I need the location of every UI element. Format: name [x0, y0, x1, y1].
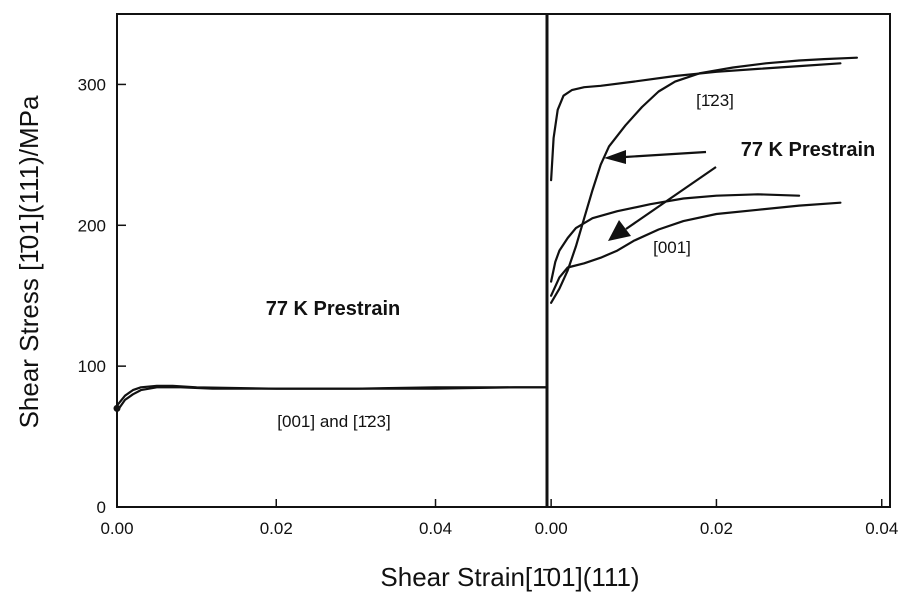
series-line-panel2-3: [550, 193, 801, 283]
series-line-panel1-1: [115, 386, 549, 413]
plot-frame: [116, 13, 891, 508]
series-line-panel2-1: [550, 62, 842, 182]
x-tick-label: 0.02: [260, 519, 293, 538]
arrow-head-upper: [604, 150, 626, 164]
curves: [113, 56, 858, 413]
annotation-arrows: [604, 150, 717, 241]
y-tick-label: 200: [78, 216, 106, 235]
series-line-panel1-2: [115, 384, 549, 407]
x-tick-label: 0.00: [100, 519, 133, 538]
arrow-shaft-lower: [625, 166, 717, 230]
arrow-head-lower: [608, 220, 631, 241]
arrow-shaft-upper: [624, 150, 707, 159]
x-axis-ticks: 0.00 0.02 0.04 0.00 0.02 0.04: [100, 499, 898, 538]
x-tick-label: 0.00: [535, 519, 568, 538]
x-tick-label: 0.04: [419, 519, 452, 538]
y-tick-label: 0: [97, 498, 106, 517]
series-line-panel2-2: [550, 56, 858, 304]
series-line-panel2-4: [550, 201, 842, 297]
x-axis-title: Shear Strain[1̄01](111): [380, 562, 639, 592]
y-tick-label: 100: [78, 357, 106, 376]
left-curve-label: [001] and [1̄23]: [277, 412, 390, 431]
start-point: [113, 404, 121, 412]
left-annotation: 77 K Prestrain: [266, 298, 401, 320]
x-tick-label: 0.04: [865, 519, 898, 538]
y-axis-ticks: 0 100 200 300: [78, 75, 126, 517]
x-tick-label: 0.02: [700, 519, 733, 538]
right-curve-label-001: [001]: [653, 238, 691, 257]
y-axis-title: Shear Stress [1̄01](111)/MPa: [14, 95, 44, 428]
right-curve-label-123: [1̄23]: [696, 91, 734, 110]
right-annotation: 77 K Prestrain: [741, 139, 876, 161]
y-tick-label: 300: [78, 75, 106, 94]
